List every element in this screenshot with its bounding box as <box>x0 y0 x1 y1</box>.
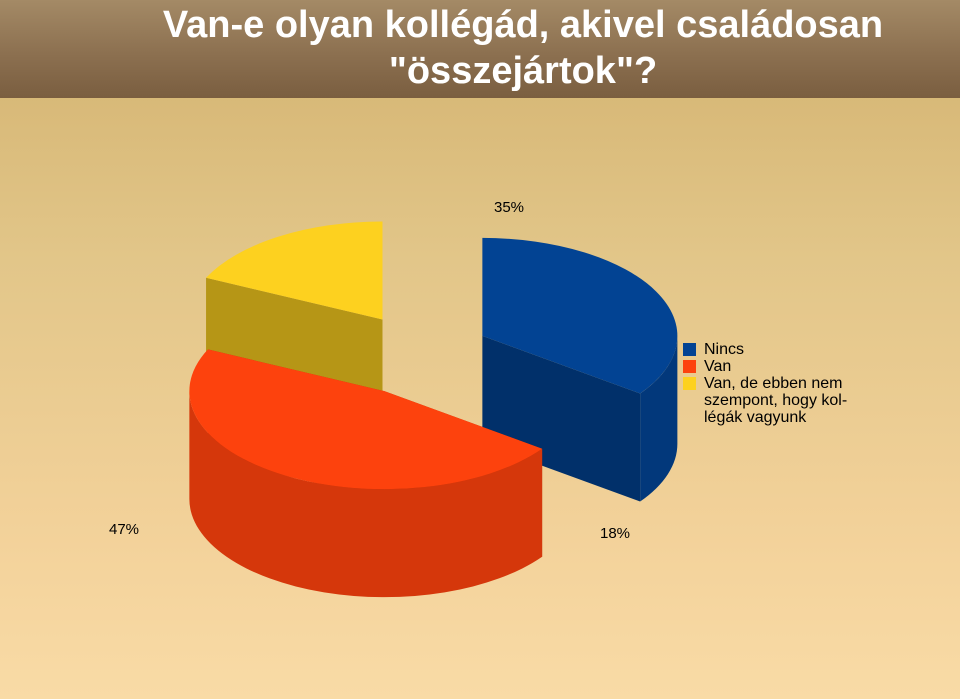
title-bar <box>0 0 960 98</box>
pie-slice-van-de-top <box>206 221 383 320</box>
pie-slice-nincs-wall-end <box>482 335 641 502</box>
legend-item-van: Van <box>683 358 883 375</box>
chart-title-line-1: Van-e olyan kollégád, akivel családosan <box>162 4 884 46</box>
data-label-van: 47% <box>109 521 140 538</box>
legend-item-van-de: Van, de ebben nem szempont, hogy kol- lé… <box>683 375 883 426</box>
chart-title-line-2: "összejártok"? <box>388 50 658 92</box>
data-label-nincs: 35% <box>494 199 525 216</box>
legend-label-nincs: Nincs <box>704 341 745 358</box>
pie-slice-van-top <box>189 349 543 490</box>
pie-slice-van-side <box>189 391 543 598</box>
chart-title: Van-e olyan kollégád, akivel családosan … <box>108 2 938 94</box>
data-label-van-de: 18% <box>600 525 631 542</box>
legend: Nincs Van Van, de ebben nem szempont, ho… <box>683 341 883 426</box>
legend-swatch-van-de <box>683 377 696 390</box>
legend-label-van-de: Van, de ebben nem szempont, hogy kol- lé… <box>704 375 848 426</box>
pie-slice-nincs <box>482 237 678 502</box>
legend-label-van: Van <box>704 358 732 375</box>
legend-swatch-nincs <box>683 343 696 356</box>
pie-slice-van <box>189 349 543 598</box>
pie-slice-nincs-side <box>640 335 678 502</box>
legend-swatch-van <box>683 360 696 373</box>
legend-item-nincs: Nincs <box>683 341 883 358</box>
pie-slice-nincs-top <box>482 237 678 394</box>
